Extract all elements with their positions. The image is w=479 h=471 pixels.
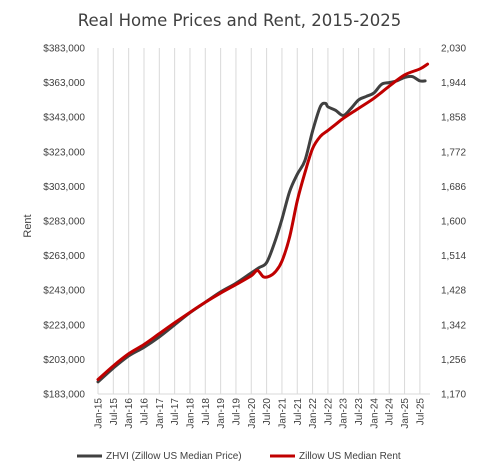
left-y-tick-label: $363,000 [43, 78, 85, 89]
x-tick-label: Jul-15 [109, 398, 120, 426]
right-y-tick-label: 1,514 [441, 251, 466, 262]
series-lines [96, 62, 430, 384]
left-y-axis-label: Rent [22, 214, 34, 237]
x-tick-label: Jul-20 [262, 398, 273, 426]
right-y-tick-label: 1,600 [441, 217, 466, 228]
x-tick-label: Jan-20 [247, 398, 258, 429]
x-tick-label: Jul-24 [385, 398, 396, 426]
x-tick-label: Jan-23 [339, 398, 350, 429]
x-tick-label: Jan-16 [124, 398, 135, 429]
x-tick-label: Jan-22 [308, 398, 319, 429]
right-y-tick-label: 1,342 [441, 320, 466, 331]
right-y-tick-label: 1,858 [441, 113, 466, 124]
x-axis-tick-labels: Jan-15 Jul-15 Jan-16 Jul-16 Jan-17 Jul-17 Jan-… [94, 398, 427, 429]
x-tick-label: Jul-18 [201, 398, 212, 426]
right-y-tick-label: 1,944 [441, 78, 466, 89]
legend-label-rent: Zillow US Median Rent [299, 451, 401, 462]
x-tick-label: Jan-15 [94, 398, 105, 429]
left-y-tick-label: $303,000 [43, 182, 85, 193]
left-y-axis-tick-labels: $183,000 $203,000 $223,000 $243,000 $263,000… [43, 44, 85, 401]
x-tick-label: Jul-17 [170, 398, 181, 426]
left-y-tick-label: $283,000 [43, 217, 85, 228]
left-y-tick-label: $203,000 [43, 355, 85, 366]
left-y-tick-label: $383,000 [43, 44, 85, 55]
right-y-axis-tick-labels: 1,170 1,256 1,342 1,428 1,514 1,600 1,686 1,772… [441, 44, 466, 401]
right-y-tick-label: 1,428 [441, 286, 466, 297]
x-tick-label: Jan-24 [369, 398, 380, 429]
left-y-tick-label: $223,000 [43, 320, 85, 331]
legend-label-zhvi: ZHVI (Zillow US Median Price) [106, 451, 242, 462]
x-tick-label: Jul-16 [139, 398, 150, 426]
right-y-tick-label: 1,686 [441, 182, 466, 193]
right-y-tick-label: 2,030 [441, 44, 466, 55]
right-y-tick-label: 1,772 [441, 147, 466, 158]
right-y-tick-label: 1,170 [441, 390, 466, 401]
x-tick-label: Jan-25 [400, 398, 411, 429]
x-tick-label: Jan-17 [155, 398, 166, 429]
legend: ZHVI (Zillow US Median Price) Zillow US … [77, 451, 401, 462]
x-tick-label: Jul-19 [231, 398, 242, 426]
series-line-rent [96, 62, 430, 382]
chart-title: Real Home Prices and Rent, 2015-2025 [78, 11, 401, 30]
left-y-tick-label: $243,000 [43, 286, 85, 297]
x-tick-label: Jul-22 [323, 398, 334, 426]
x-tick-label: Jan-19 [216, 398, 227, 429]
series-line-zhvi [96, 74, 427, 384]
x-tick-label: Jul-21 [293, 398, 304, 426]
x-tick-label: Jan-18 [185, 398, 196, 429]
left-y-tick-label: $343,000 [43, 113, 85, 124]
left-y-tick-label: $183,000 [43, 390, 85, 401]
x-tick-label: Jul-25 [415, 398, 426, 426]
x-tick-label: Jul-23 [354, 398, 365, 426]
x-tick-label: Jan-21 [277, 398, 288, 429]
left-y-tick-label: $323,000 [43, 147, 85, 158]
right-y-tick-label: 1,256 [441, 355, 466, 366]
left-y-tick-label: $263,000 [43, 251, 85, 262]
